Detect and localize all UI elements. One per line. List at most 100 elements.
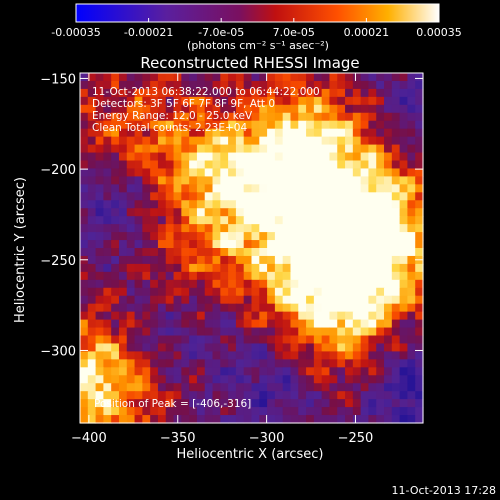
heatmap-cell [196,343,206,352]
heatmap-cell [321,216,331,225]
heatmap-cell [329,407,338,416]
heatmap-cell [103,184,112,193]
heatmap-cell [157,255,167,265]
heatmap-cell [243,279,253,289]
heatmap-cell [204,73,214,82]
heatmap-cell [196,351,206,360]
heatmap-cell [391,120,401,130]
heatmap-cell [282,80,292,90]
heatmap-cell [165,208,175,217]
heatmap-cell [189,311,198,321]
heatmap-cell [134,200,143,209]
heatmap-cell [306,375,315,384]
heatmap-cell [204,112,214,122]
heatmap-cell [118,184,128,193]
heatmap-cell [282,343,292,352]
heatmap-cell [111,120,120,130]
heatmap-cell [196,208,206,217]
heatmap-cell [189,255,198,265]
heatmap-cell [235,112,245,122]
heatmap-cell [313,311,323,321]
heatmap-cell [118,192,128,201]
heatmap-cell [298,248,307,257]
heatmap-cell [329,255,338,265]
heatmap-cell [80,176,89,185]
heatmap-cell [415,367,424,376]
heatmap-cell [298,399,307,408]
heatmap-cell [111,200,120,209]
heatmap-cell [290,73,299,82]
heatmap-cell [376,168,385,177]
heatmap-cell [142,255,151,265]
heatmap-cell [165,88,175,98]
heatmap-cell [142,399,151,408]
heatmap-cell [220,200,229,209]
heatmap-cell [321,287,331,297]
heatmap-cell [329,73,338,82]
heatmap-cell [384,391,393,400]
heatmap-cell [165,168,175,177]
heatmap-cell [134,73,143,82]
heatmap-cell [118,351,128,360]
heatmap-cell [376,391,385,400]
heatmap-cell [313,359,323,368]
heatmap-cell [157,399,167,408]
heatmap-cell [126,160,136,170]
heatmap-cell [313,208,323,217]
heatmap-cell [181,335,190,345]
heatmap-cell [290,375,299,384]
heatmap-cell [376,255,385,265]
heatmap-cell [352,287,362,297]
heatmap-cell [329,263,338,273]
heatmap-cell [274,287,284,297]
heatmap-cell [267,335,276,345]
heatmap-cell [142,295,151,305]
heatmap-cell [259,359,268,368]
heatmap-cell [173,335,182,345]
heatmap-cell [87,319,97,329]
heatmap-cell [407,144,416,154]
heatmap-cell [204,216,214,225]
heatmap-cell [204,192,214,201]
heatmap-cell [87,255,97,265]
heatmap-cell [282,96,292,106]
heatmap-cell [259,216,268,225]
heatmap-cell [321,120,331,130]
heatmap-cell [150,240,159,249]
heatmap-cell [352,88,362,98]
heatmap-cell [173,271,182,281]
heatmap-cell [352,73,362,82]
heatmap-cell [391,144,401,154]
heatmap-cell [368,295,377,305]
heatmap-cell [415,327,424,337]
heatmap-cell [235,176,245,185]
heatmap-cell [282,160,292,170]
heatmap-cell [415,200,424,209]
heatmap-cell [407,287,416,297]
heatmap-cell [384,104,393,114]
heatmap-cell [329,80,338,90]
heatmap-cell [360,232,370,241]
heatmap-cell [95,415,104,424]
heatmap-cell [173,232,182,241]
heatmap-cell [290,168,299,177]
heatmap-cell [321,144,331,154]
heatmap-cell [111,335,120,345]
heatmap-cell [150,279,159,289]
heatmap-cell [298,200,307,209]
heatmap-cell [87,391,97,400]
heatmap-cell [368,287,377,297]
heatmap-cell [103,335,112,345]
heatmap-cell [274,271,284,281]
heatmap-cell [251,152,260,162]
heatmap-cell [337,80,346,90]
heatmap-cell [220,279,229,289]
heatmap-cell [251,287,260,297]
heatmap-cell [282,248,292,257]
heatmap-cell [352,224,362,233]
heatmap-cell [313,335,323,345]
heatmap-cell [103,216,112,225]
heatmap-cell [181,255,190,265]
heatmap-cell [267,168,276,177]
heatmap-cell [407,383,416,392]
